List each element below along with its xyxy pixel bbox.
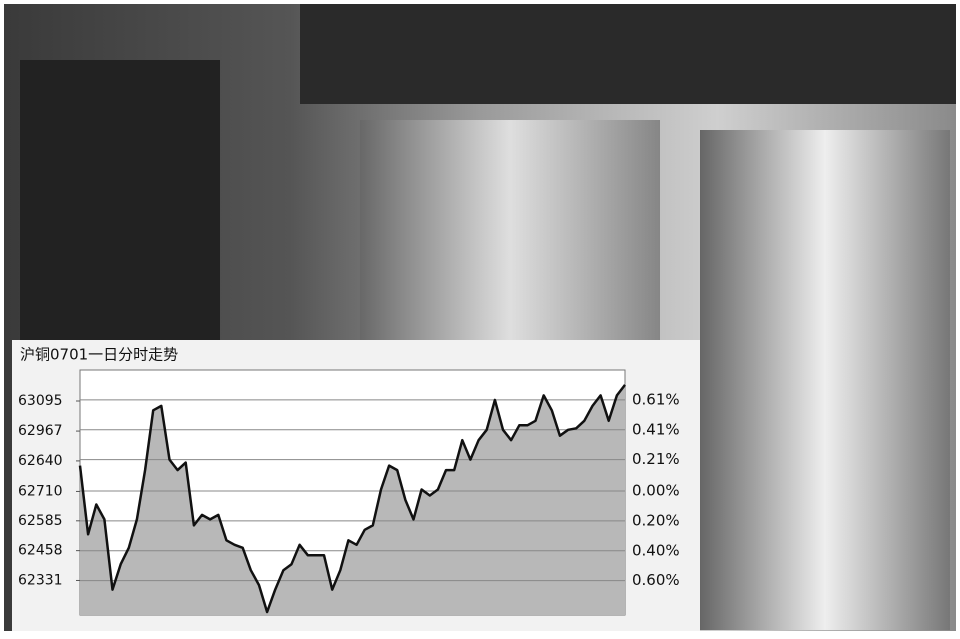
area: [80, 384, 625, 615]
y2-tick-label: 62640: [18, 453, 63, 469]
y-tick-label: 0.61%: [632, 390, 680, 408]
chart-title: 沪铜0701一日分时走势: [20, 346, 178, 364]
y2-tick-label: 62331: [18, 572, 63, 588]
photo-coil: [700, 130, 950, 630]
y2-tick-label: 62585: [18, 513, 63, 529]
y2-tick-label: 62967: [18, 423, 63, 439]
y-tick-label: 0.21%: [632, 450, 680, 468]
photo-workers: [20, 60, 220, 340]
y2-tick-label: 62458: [18, 543, 63, 559]
photo-coil: [360, 120, 660, 340]
y2-tick-label: 63095: [18, 393, 63, 409]
y-tick-label: 0.40%: [632, 541, 680, 559]
y-tick-label: 0.00%: [632, 482, 680, 500]
line: [78, 384, 626, 614]
y-tick-label: 0.41%: [632, 420, 680, 438]
y2-tick-label: 62710: [18, 483, 63, 499]
y-tick-label: 0.60%: [632, 571, 680, 589]
y-tick-label: 0.20%: [632, 511, 680, 529]
photo-beam: [300, 4, 956, 104]
